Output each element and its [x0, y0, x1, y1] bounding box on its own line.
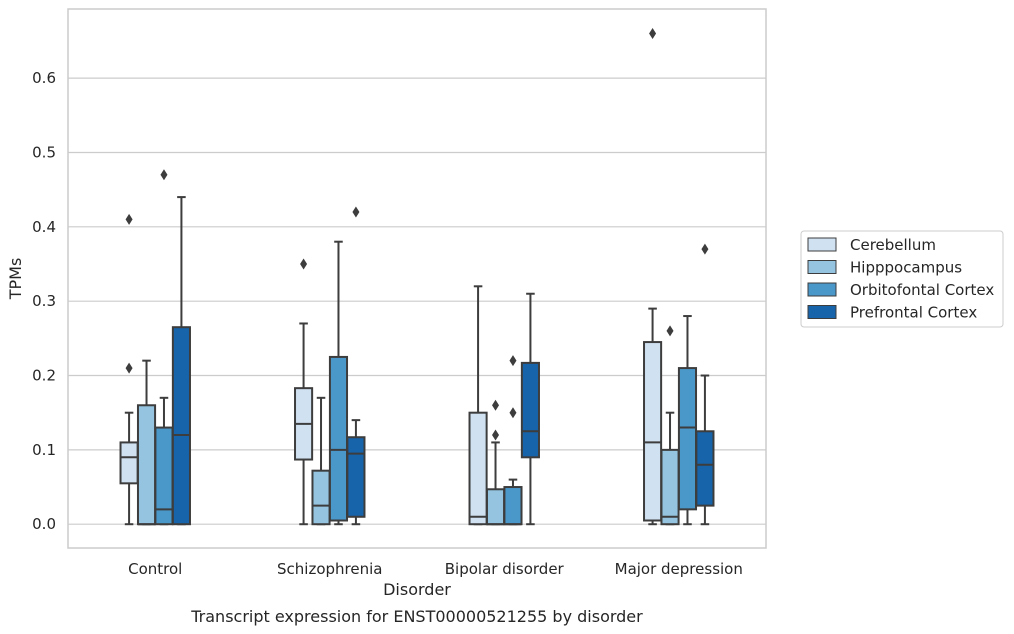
box-cerebellum	[468, 285, 488, 526]
box-hipppocampus	[311, 396, 331, 526]
legend-label: Cerebellum	[850, 236, 936, 254]
y-tick-label: 0.6	[32, 69, 56, 87]
box-orbitofontal-cortex	[677, 315, 698, 526]
legend-label: Orbitofontal Cortex	[850, 281, 994, 299]
x-tick-label: Control	[128, 560, 182, 578]
outlier-point	[509, 407, 517, 419]
x-tick-label: Major depression	[615, 560, 743, 578]
y-axis-title: TPMs	[6, 258, 25, 301]
y-tick-label: 0.0	[32, 515, 56, 533]
x-tick-label: Schizophrenia	[277, 560, 382, 578]
y-tick-label: 0.2	[32, 367, 56, 385]
x-tick-labels: Control Schizophrenia Bipolar disorder Majo…	[128, 560, 743, 578]
box-cerebellum	[643, 28, 663, 526]
box-body	[136, 404, 157, 526]
x-axis-title: Disorder	[383, 580, 451, 599]
box-body	[643, 341, 663, 522]
outlier-point	[300, 258, 308, 270]
x-tick-label: Bipolar disorder	[445, 560, 565, 578]
legend-label: Hipppocampus	[850, 259, 962, 277]
box-orbitofontal-cortex	[154, 169, 174, 526]
box-hipppocampus	[485, 399, 506, 526]
outlier-point	[352, 206, 360, 218]
legend-label: Prefrontal Cortex	[850, 304, 977, 322]
box-body	[328, 355, 349, 522]
box-body	[695, 430, 715, 507]
box-body	[520, 361, 540, 459]
outlier-point	[125, 213, 133, 225]
legend-frame	[800, 230, 1004, 328]
box-body	[171, 326, 191, 526]
legend-swatch	[807, 237, 837, 252]
y-tick-label: 0.3	[32, 292, 56, 310]
box-hipppocampus	[136, 359, 157, 526]
box-prefrontal-cortex	[346, 206, 366, 526]
outlier-point	[160, 169, 168, 181]
legend: Cerebellum Hipppocampus Orbitofontal Corte…	[800, 230, 1004, 328]
box-body	[677, 367, 698, 511]
box-body	[311, 469, 331, 526]
outlier-point	[492, 429, 500, 441]
legend-swatch	[807, 305, 837, 319]
y-tick-label: 0.5	[32, 143, 56, 161]
box-prefrontal-cortex	[171, 196, 191, 526]
outlier-point	[649, 28, 657, 40]
outlier-point	[666, 325, 674, 337]
box-orbitofontal-cortex	[503, 355, 523, 526]
box-cerebellum	[119, 213, 139, 526]
box-prefrontal-cortex	[695, 243, 715, 526]
box-orbitofontal-cortex	[328, 240, 349, 526]
y-tick-labels: 0.0 0.1 0.2 0.3 0.4 0.5 0.6	[32, 69, 56, 533]
box-body	[485, 488, 506, 526]
box-body	[346, 436, 366, 518]
plot-frame	[67, 8, 767, 549]
box-prefrontal-cortex	[520, 292, 540, 526]
box-hipppocampus	[660, 325, 680, 526]
outlier-point	[125, 362, 133, 374]
y-tick-label: 0.1	[32, 441, 56, 459]
legend-swatch	[807, 260, 837, 274]
box-cerebellum	[294, 258, 314, 526]
y-tick-label: 0.4	[32, 218, 56, 236]
legend-swatch	[807, 282, 837, 297]
chart-caption: Transcript expression for ENST0000052125…	[190, 607, 643, 626]
outlier-point	[492, 399, 500, 411]
outlier-point	[701, 243, 709, 255]
box-body	[503, 486, 523, 526]
box-body	[468, 411, 488, 526]
outlier-point	[509, 355, 517, 367]
box-body	[660, 448, 680, 526]
boxes	[119, 28, 715, 526]
box-body	[119, 441, 139, 485]
